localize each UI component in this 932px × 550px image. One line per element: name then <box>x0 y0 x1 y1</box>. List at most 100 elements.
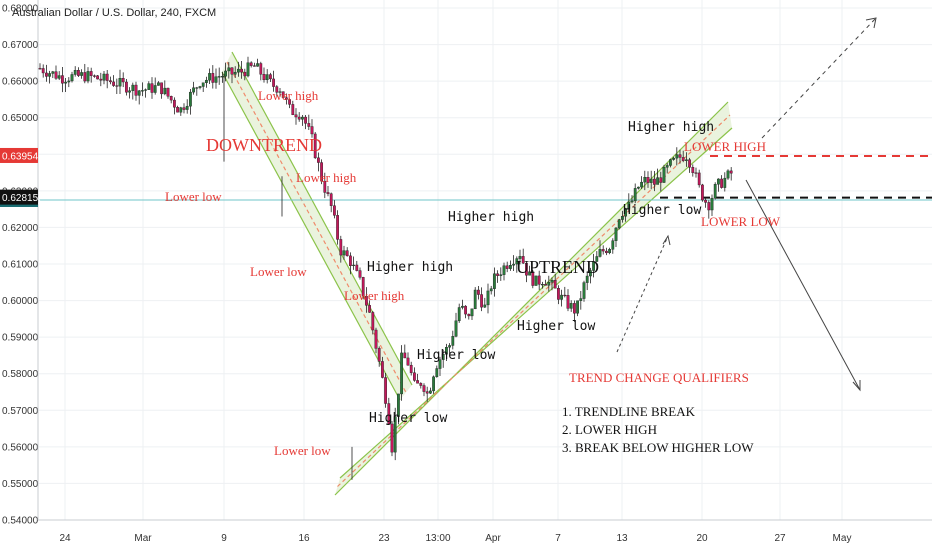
candle-body <box>675 154 679 159</box>
candle-body <box>217 76 221 78</box>
chart-title: Australian Dollar / U.S. Dollar, 240, FX… <box>12 7 216 19</box>
y-tick-label: 0.68000 <box>2 4 39 15</box>
grid <box>38 0 932 521</box>
candle-body <box>137 90 141 96</box>
candle-body <box>397 393 400 417</box>
candle-body <box>445 346 448 355</box>
candle-body <box>169 96 173 101</box>
candle-body <box>419 383 423 386</box>
candle-body <box>381 361 384 378</box>
candle-body <box>105 73 109 81</box>
candle-body <box>368 305 371 313</box>
candle-body <box>102 73 106 81</box>
candle-body <box>547 282 551 286</box>
y-tick-label: 0.67000 <box>2 40 39 51</box>
candle-body <box>204 79 208 83</box>
candle-body <box>694 172 698 174</box>
candle-body <box>64 81 68 84</box>
candle-body <box>208 73 211 81</box>
candle-body <box>605 250 608 254</box>
candle-body <box>118 77 122 87</box>
candle-body <box>134 84 138 96</box>
candle-body <box>624 208 628 217</box>
candle-body <box>467 313 471 317</box>
candle-body <box>336 215 339 240</box>
annotations-layer: Lower high DOWNTREND Lower high Lower low Lo… <box>165 88 781 458</box>
candle-body <box>432 376 435 392</box>
annotation-label: Higher high <box>448 210 534 225</box>
price-tag-label: 0.62815 <box>2 193 39 204</box>
candle-body <box>681 157 685 161</box>
candle-body <box>413 372 416 381</box>
candle-body <box>384 377 387 404</box>
candle-body <box>573 303 576 314</box>
x-tick-label: 24 <box>59 533 71 544</box>
candle-body <box>45 72 48 77</box>
candle-body <box>550 279 554 283</box>
candle-body <box>720 178 724 188</box>
candle-body <box>601 249 605 252</box>
candle-body <box>156 82 160 86</box>
candle-body <box>464 305 467 315</box>
candle-body <box>515 258 519 265</box>
qualifier-item: 3. BREAK BELOW HIGHER LOW <box>562 440 754 455</box>
x-tick-label: 13:00 <box>425 533 450 544</box>
candle-body <box>96 75 100 80</box>
candle-body <box>48 73 52 77</box>
candle-body <box>525 262 528 276</box>
candle-body <box>230 67 234 75</box>
candle-body <box>349 255 352 267</box>
candle-body <box>272 78 275 87</box>
y-tick-label: 0.55000 <box>2 479 39 490</box>
candle-body <box>265 74 269 81</box>
candle-body <box>249 62 253 66</box>
candle-body <box>518 256 522 259</box>
candle-body <box>726 170 730 179</box>
candle-body <box>147 83 151 90</box>
candle-body <box>140 90 144 92</box>
candle-body <box>566 295 570 309</box>
price-tag-box <box>0 189 38 205</box>
candle-body <box>163 87 167 95</box>
candle-body <box>585 275 589 283</box>
annotation-label: DOWNTREND <box>206 135 322 155</box>
candle-body <box>201 82 205 87</box>
candle-body <box>710 197 714 211</box>
candle-body <box>144 89 147 91</box>
candle-body <box>637 186 640 189</box>
candle-body <box>509 265 512 269</box>
candle-body <box>614 227 618 241</box>
candle-body <box>358 270 362 278</box>
candle-body <box>288 99 291 105</box>
candle-body <box>67 80 71 83</box>
x-tick-label: 20 <box>696 533 708 544</box>
candle-body <box>339 239 343 256</box>
candle-body <box>41 68 45 74</box>
annotation-label: Higher high <box>628 120 714 135</box>
candle-body <box>365 295 368 306</box>
candle-body <box>323 180 327 193</box>
candle-body <box>166 87 170 97</box>
candle-body <box>236 68 240 73</box>
candle-body <box>406 357 410 366</box>
candle-body <box>729 170 733 174</box>
candle-body <box>243 71 247 77</box>
candle-body <box>563 294 567 297</box>
qualifier-pointer <box>616 235 669 353</box>
candle-body <box>569 303 573 309</box>
candle-body <box>441 354 445 360</box>
y-tick-label: 0.65000 <box>2 113 39 124</box>
candle-body <box>195 87 199 89</box>
price-tag-label: 0.63954 <box>2 151 39 162</box>
candle-body <box>592 261 596 271</box>
candle-body <box>252 65 256 67</box>
candle-body <box>57 75 61 79</box>
candle-body <box>477 289 480 295</box>
candle-body <box>528 271 532 276</box>
price-tag-box <box>0 147 38 163</box>
candle-body <box>297 116 301 120</box>
candle-body <box>608 249 612 254</box>
downtrend-channel-edge <box>221 71 401 401</box>
